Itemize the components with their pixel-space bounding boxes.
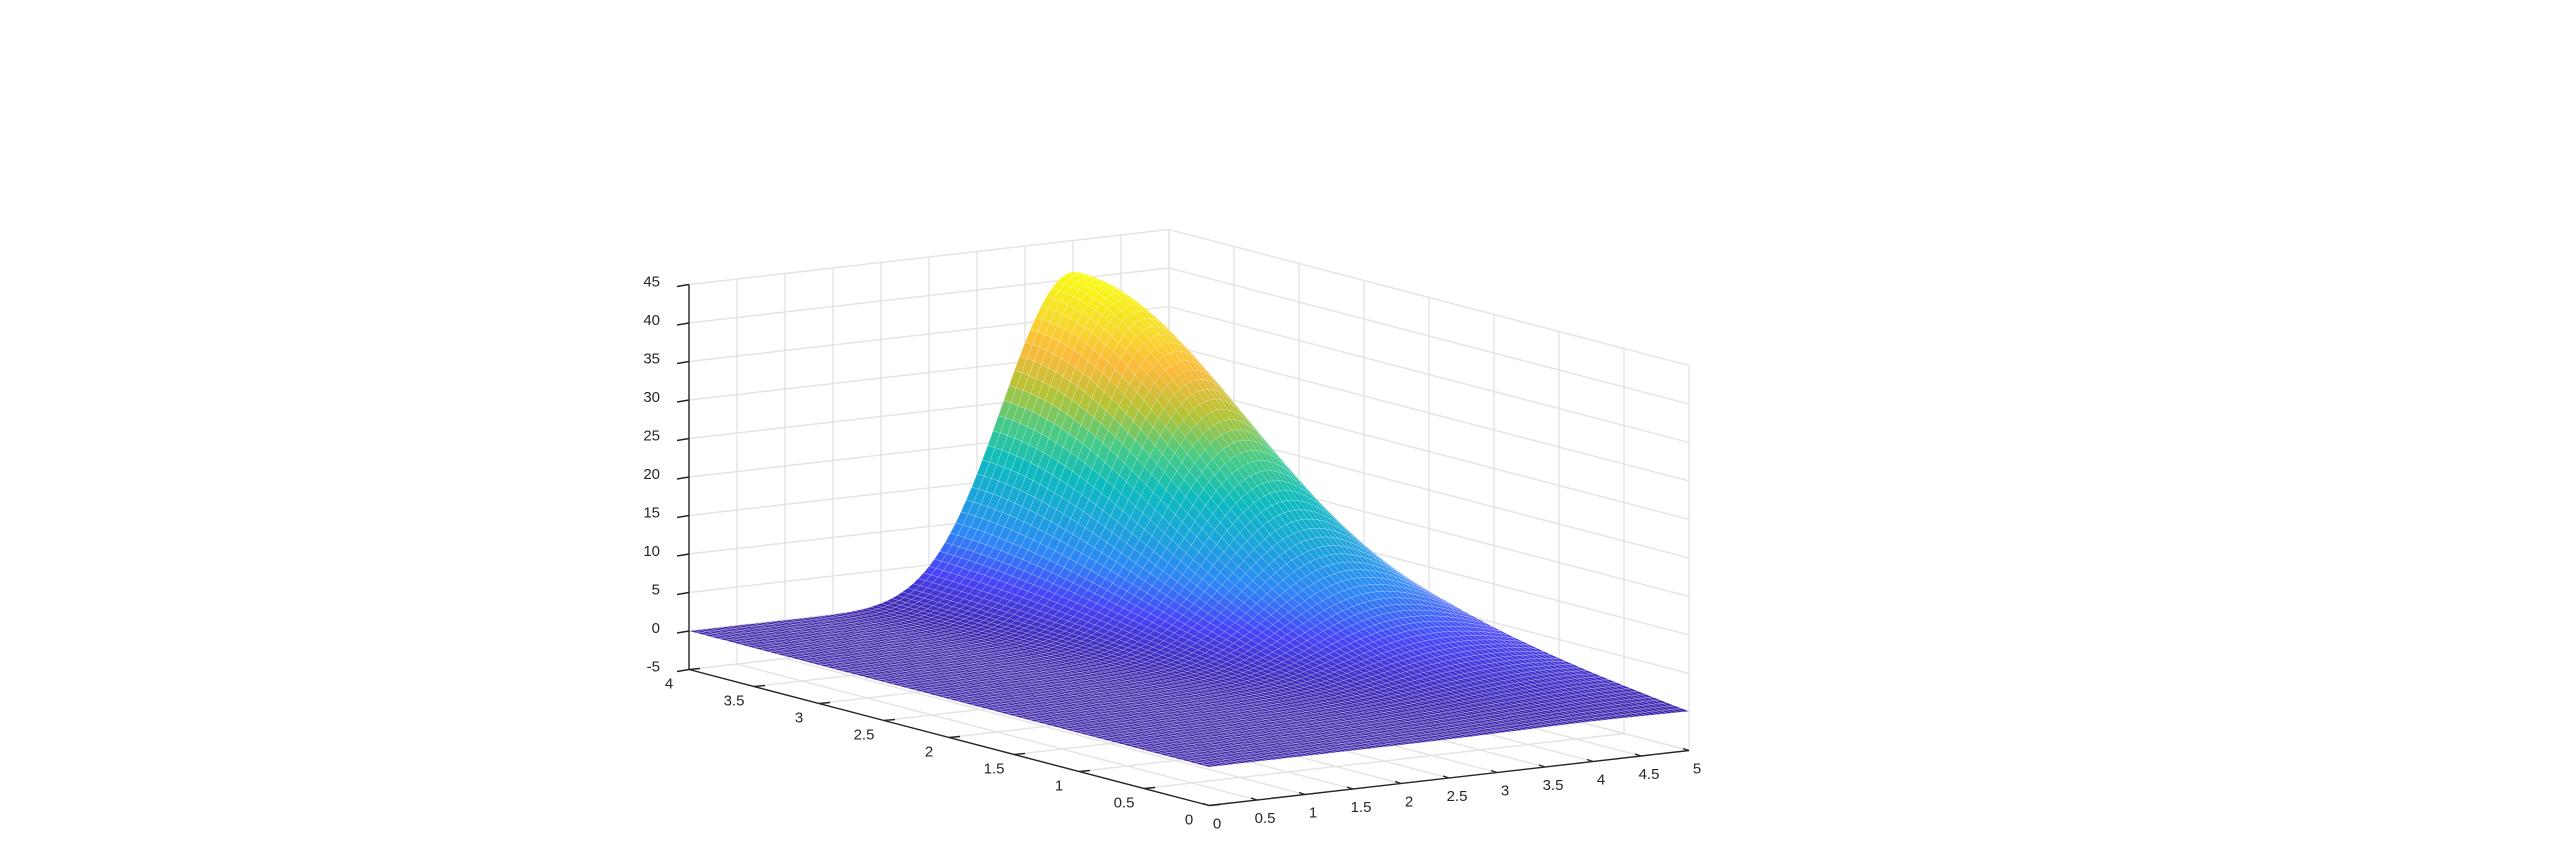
- surface-layer[interactable]: [688, 271, 1690, 768]
- side-wall-gridline-z: [1168, 305, 1690, 444]
- floor-gridline-y: [1143, 732, 1625, 790]
- side-wall-gridline-z: [1168, 382, 1690, 521]
- side-wall-gridline-z: [1168, 228, 1690, 367]
- side-wall-gridline-z: [1168, 267, 1690, 405]
- side-wall-gridline-z: [1168, 344, 1690, 482]
- back-wall-gridline-z: [688, 228, 1170, 286]
